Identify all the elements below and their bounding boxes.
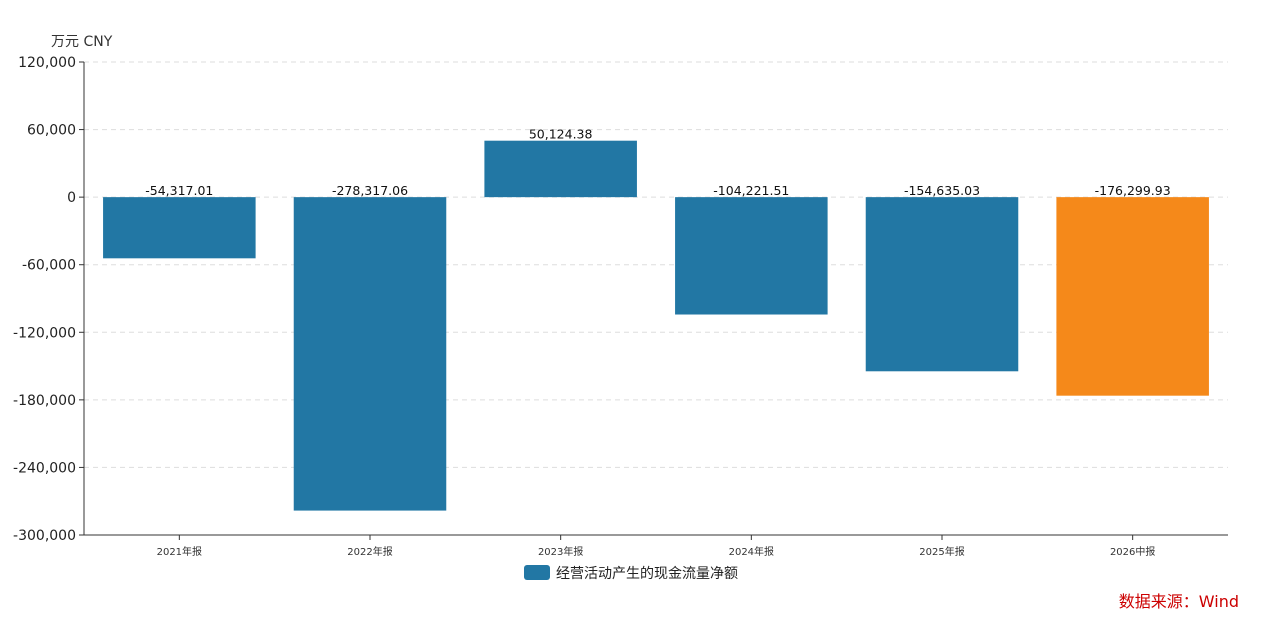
data-label: -104,221.51 — [713, 183, 789, 198]
data-source-note: 数据来源：Wind — [1118, 592, 1239, 611]
data-labels: -54,317.01 -278,317.06 50,124.38 -104,221.5… — [145, 127, 1170, 198]
y-tick-label: -180,000 — [13, 393, 76, 409]
x-tick-label: 2026中报 — [1110, 545, 1155, 558]
y-tick-label: -240,000 — [13, 460, 76, 476]
bar-2025年报[interactable] — [865, 197, 1019, 372]
data-label: -278,317.06 — [332, 183, 408, 198]
y-tick-label: -300,000 — [13, 528, 76, 544]
data-label: 50,124.38 — [529, 127, 593, 142]
x-tick-label: 2024年报 — [729, 545, 774, 558]
y-axis-unit-label: 万元 CNY — [51, 34, 113, 50]
y-tick-label: 60,000 — [27, 123, 76, 139]
bar-2026中报[interactable] — [1056, 197, 1209, 396]
y-tick-label: -60,000 — [22, 258, 76, 274]
y-tick-label: 120,000 — [18, 55, 76, 71]
x-tick-label: 2021年报 — [157, 545, 202, 558]
data-label: -176,299.93 — [1095, 183, 1171, 198]
legend[interactable]: 经营活动产生的现金流量净额 — [524, 565, 738, 582]
x-tick-label: 2023年报 — [538, 545, 583, 558]
x-tick-label: 2022年报 — [347, 545, 392, 558]
axes: 120,000 60,000 0 -60,000 -120,000 -180,000 -24… — [13, 55, 1228, 558]
bar-2024年报[interactable] — [675, 197, 828, 315]
bar-2023年报[interactable] — [484, 140, 637, 198]
data-label: -154,635.03 — [904, 183, 980, 198]
legend-label: 经营活动产生的现金流量净额 — [556, 566, 738, 582]
x-tick-label: 2025年报 — [919, 545, 964, 558]
bar-2021年报[interactable] — [103, 197, 256, 259]
legend-swatch — [524, 565, 550, 580]
bars — [103, 140, 1209, 511]
bar-2022年报[interactable] — [293, 197, 447, 511]
data-label: -54,317.01 — [145, 183, 213, 198]
y-tick-label: -120,000 — [13, 325, 76, 341]
grid-lines — [84, 61, 1228, 468]
y-tick-label: 0 — [67, 190, 76, 206]
